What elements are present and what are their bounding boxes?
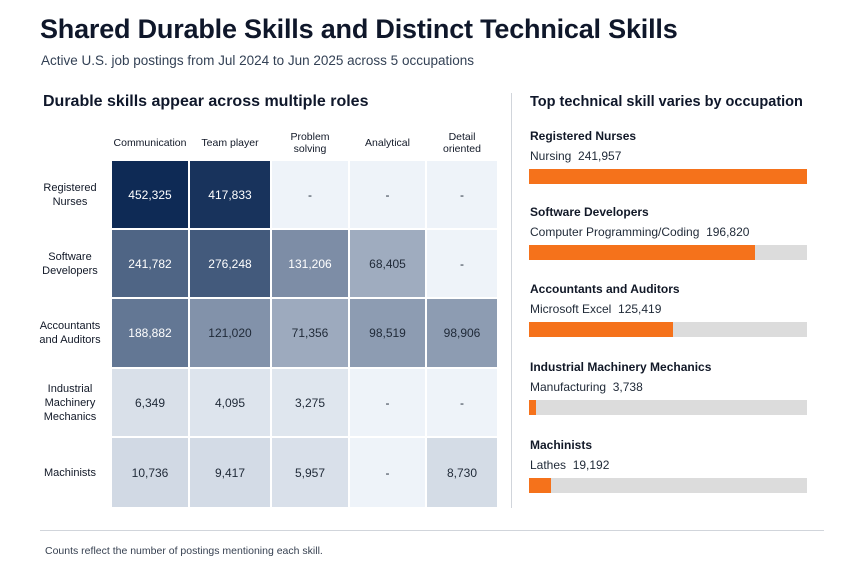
bar-fill (529, 478, 551, 493)
top-skill-label: Lathes 19,192 (530, 458, 610, 472)
heatmap-cell: 452,325 (111, 160, 189, 229)
heatmap-cell: 121,020 (189, 298, 271, 368)
heatmap-title: Durable skills appear across multiple ro… (43, 93, 369, 110)
heatmap-cell: 68,405 (349, 229, 426, 298)
heatmap-cell: 5,957 (271, 437, 349, 508)
bar-track (529, 478, 807, 493)
heatmap-cell: 3,275 (271, 368, 349, 437)
bar-fill (529, 322, 673, 337)
heatmap-cell: - (426, 368, 498, 437)
heatmap-cell: - (349, 160, 426, 229)
heatmap-cell: - (349, 368, 426, 437)
bar-fill (529, 245, 755, 260)
heatmap-cell: 417,833 (189, 160, 271, 229)
footnote: Counts reflect the number of postings me… (45, 545, 323, 557)
heatmap-row-label: Machinists (44, 466, 96, 479)
heatmap-cell: 131,206 (271, 229, 349, 298)
top-skill-label: Nursing 241,957 (530, 149, 622, 163)
bar-chart-title: Top technical skill varies by occupation (530, 94, 803, 110)
heatmap-cell: 4,095 (189, 368, 271, 437)
heatmap-cell: 241,782 (111, 229, 189, 298)
occupation-name: Machinists (530, 438, 593, 452)
bar-track (529, 169, 807, 184)
panel-divider (511, 93, 512, 508)
heatmap-column-header: Communication (113, 137, 187, 149)
heatmap-cell: 8,730 (426, 437, 498, 508)
heatmap-row-label: Industrial Machinery Mechanics (43, 382, 97, 423)
occupation-name: Registered Nurses (530, 129, 637, 143)
bar-fill (529, 169, 807, 184)
heatmap-cell: - (271, 160, 349, 229)
heatmap-cell: - (349, 437, 426, 508)
heatmap-row-label: Software Developers (42, 250, 98, 277)
heatmap-row-label: Registered Nurses (43, 181, 97, 208)
bar-track (529, 400, 807, 415)
heatmap-column-header: Analytical (365, 137, 410, 149)
top-skill-label: Computer Programming/Coding 196,820 (530, 225, 750, 239)
footer-divider (40, 530, 824, 531)
heatmap-cell: 10,736 (111, 437, 189, 508)
heatmap-cell: 188,882 (111, 298, 189, 368)
occupation-name: Industrial Machinery Mechanics (530, 360, 712, 374)
heatmap-cell: 6,349 (111, 368, 189, 437)
heatmap-cell: 71,356 (271, 298, 349, 368)
page-subtitle: Active U.S. job postings from Jul 2024 t… (41, 53, 474, 68)
bar-track (529, 322, 807, 337)
page-title: Shared Durable Skills and Distinct Techn… (40, 14, 678, 44)
heatmap-cell: 276,248 (189, 229, 271, 298)
heatmap-cell: 98,519 (349, 298, 426, 368)
heatmap-cell: - (426, 229, 498, 298)
heatmap-cell: - (426, 160, 498, 229)
occupation-name: Accountants and Auditors (530, 282, 680, 296)
heatmap-column-header: Problem solving (290, 131, 330, 155)
heatmap-column-header: Detail oriented (443, 131, 481, 155)
top-skill-label: Manufacturing 3,738 (530, 380, 643, 394)
heatmap-cell: 9,417 (189, 437, 271, 508)
heatmap-row-label: Accountants and Auditors (39, 320, 101, 346)
bar-track (529, 245, 807, 260)
heatmap-column-header: Team player (201, 137, 259, 149)
occupation-name: Software Developers (530, 205, 649, 219)
bar-fill (529, 400, 536, 415)
top-skill-label: Microsoft Excel 125,419 (530, 302, 662, 316)
heatmap-cell: 98,906 (426, 298, 498, 368)
